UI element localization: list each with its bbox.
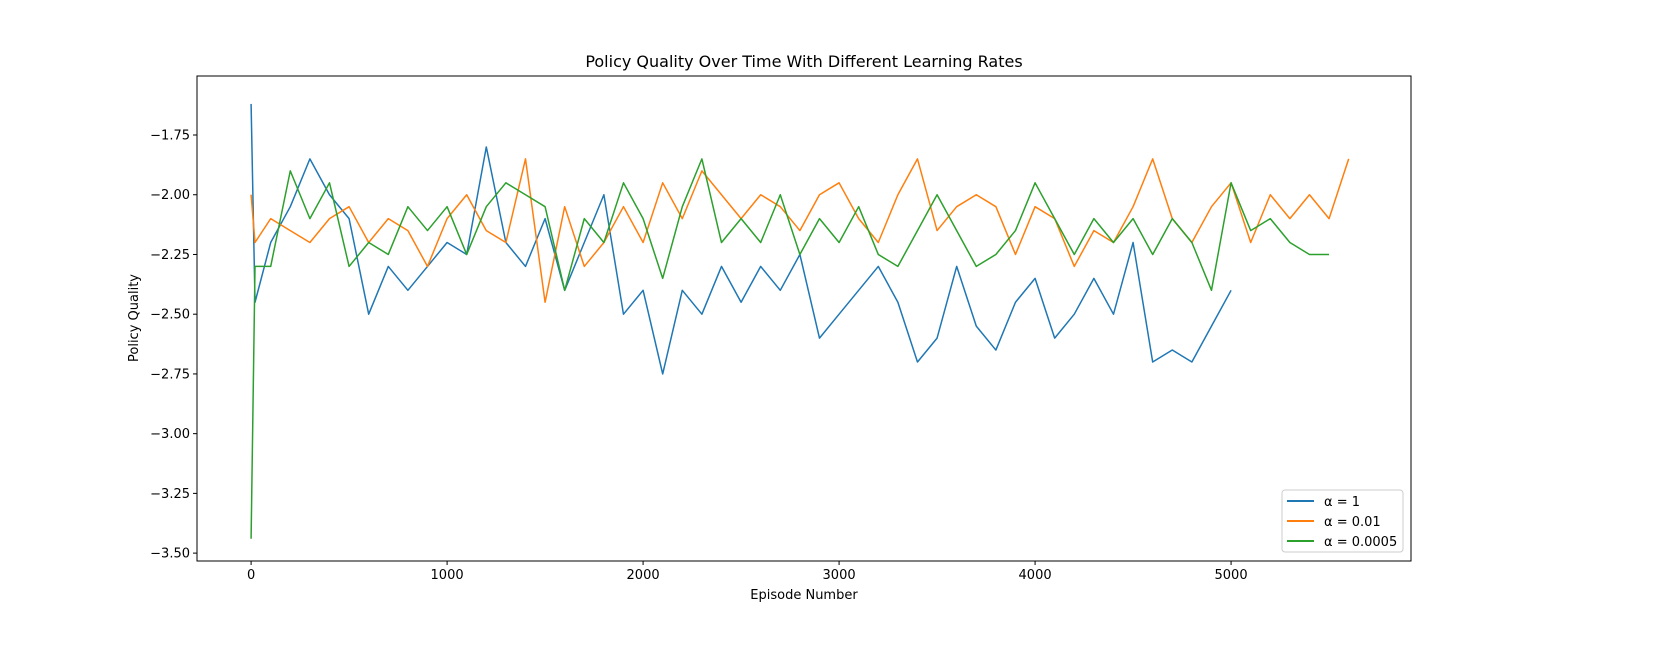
legend-box [1281,489,1404,553]
y-tick-label: −2.25 [150,248,190,263]
legend-label: α = 0.0005 [1324,535,1397,550]
y-tick-label: −2.50 [150,308,190,323]
y-tick-label: −3.50 [150,547,190,562]
x-axis-label: Episode Number [750,588,858,603]
x-tick-label: 0 [247,568,255,583]
plot-frame [196,75,1412,562]
x-tick-label: 2000 [627,568,660,583]
y-tick-label: −3.25 [150,487,190,502]
x-tick-label: 4000 [1019,568,1052,583]
x-tick-label: 5000 [1215,568,1248,583]
x-tick-label: 1000 [431,568,464,583]
chart-title: Policy Quality Over Time With Different … [585,52,1022,71]
line-series [250,158,1350,303]
legend-label: α = 1 [1324,495,1360,510]
line-series [250,103,1232,375]
legend-label: α = 0.01 [1324,515,1381,530]
line-series [250,158,1330,539]
y-tick-label: −3.00 [150,427,190,442]
x-tick-label: 3000 [823,568,856,583]
y-tick-label: −2.75 [150,367,190,382]
y-tick-label: −2.00 [150,188,190,203]
y-tick-label: −1.75 [150,129,190,144]
y-axis-label: Policy Quality [127,274,142,362]
